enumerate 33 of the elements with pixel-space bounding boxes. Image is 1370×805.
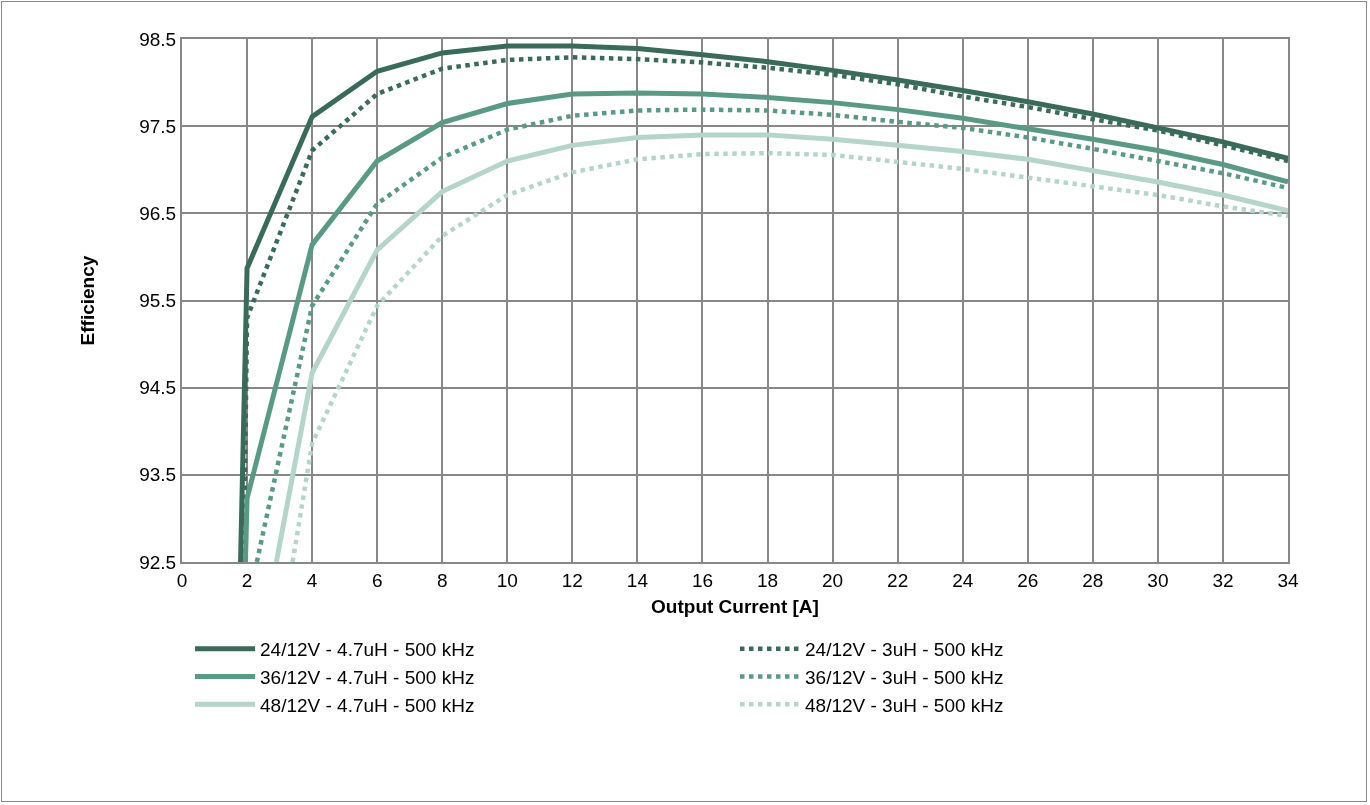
x-tick-label: 18 [756, 569, 779, 591]
x-tick-label: 24 [952, 569, 974, 591]
legend-label: 36/12V - 4.7uH - 500 kHz [260, 666, 475, 688]
legend-label: 24/12V - 4.7uH - 500 kHz [260, 639, 475, 661]
x-tick-label: 26 [1017, 569, 1039, 591]
legend-label: 48/12V - 3uH - 500 kHz [805, 694, 1004, 716]
x-tick-label: 30 [1147, 569, 1169, 591]
x-tick-label: 8 [436, 569, 448, 591]
x-tick-label: 2 [241, 569, 253, 591]
x-tick-label: 6 [371, 569, 383, 591]
legend-label: 24/12V - 3uH - 500 kHz [805, 639, 1004, 661]
y-tick-label: 92.5 [139, 551, 177, 573]
y-tick-label: 97.5 [139, 115, 177, 137]
x-tick-label: 12 [561, 569, 583, 591]
x-tick-label: 34 [1277, 569, 1299, 591]
legend-label: 48/12V - 4.7uH - 500 kHz [260, 694, 475, 716]
y-tick-label: 96.5 [139, 202, 177, 224]
x-tick-label: 0 [176, 569, 188, 591]
x-tick-label: 32 [1212, 569, 1234, 591]
x-tick-label: 16 [691, 569, 714, 591]
x-tick-label: 10 [496, 569, 518, 591]
y-tick-label: 93.5 [139, 464, 177, 486]
legend-label: 36/12V - 3uH - 500 kHz [805, 666, 1004, 688]
x-tick-label: 14 [626, 569, 649, 591]
y-tick-label: 98.5 [139, 28, 177, 50]
y-axis-title: Efficiency [76, 255, 98, 346]
x-tick-label: 22 [887, 569, 909, 591]
x-tick-label: 28 [1082, 569, 1104, 591]
y-tick-label: 94.5 [139, 377, 177, 399]
x-tick-label: 4 [306, 569, 318, 591]
y-tick-label: 95.5 [139, 290, 177, 312]
x-axis-title: Output Current [A] [651, 596, 819, 618]
x-tick-label: 20 [822, 569, 844, 591]
